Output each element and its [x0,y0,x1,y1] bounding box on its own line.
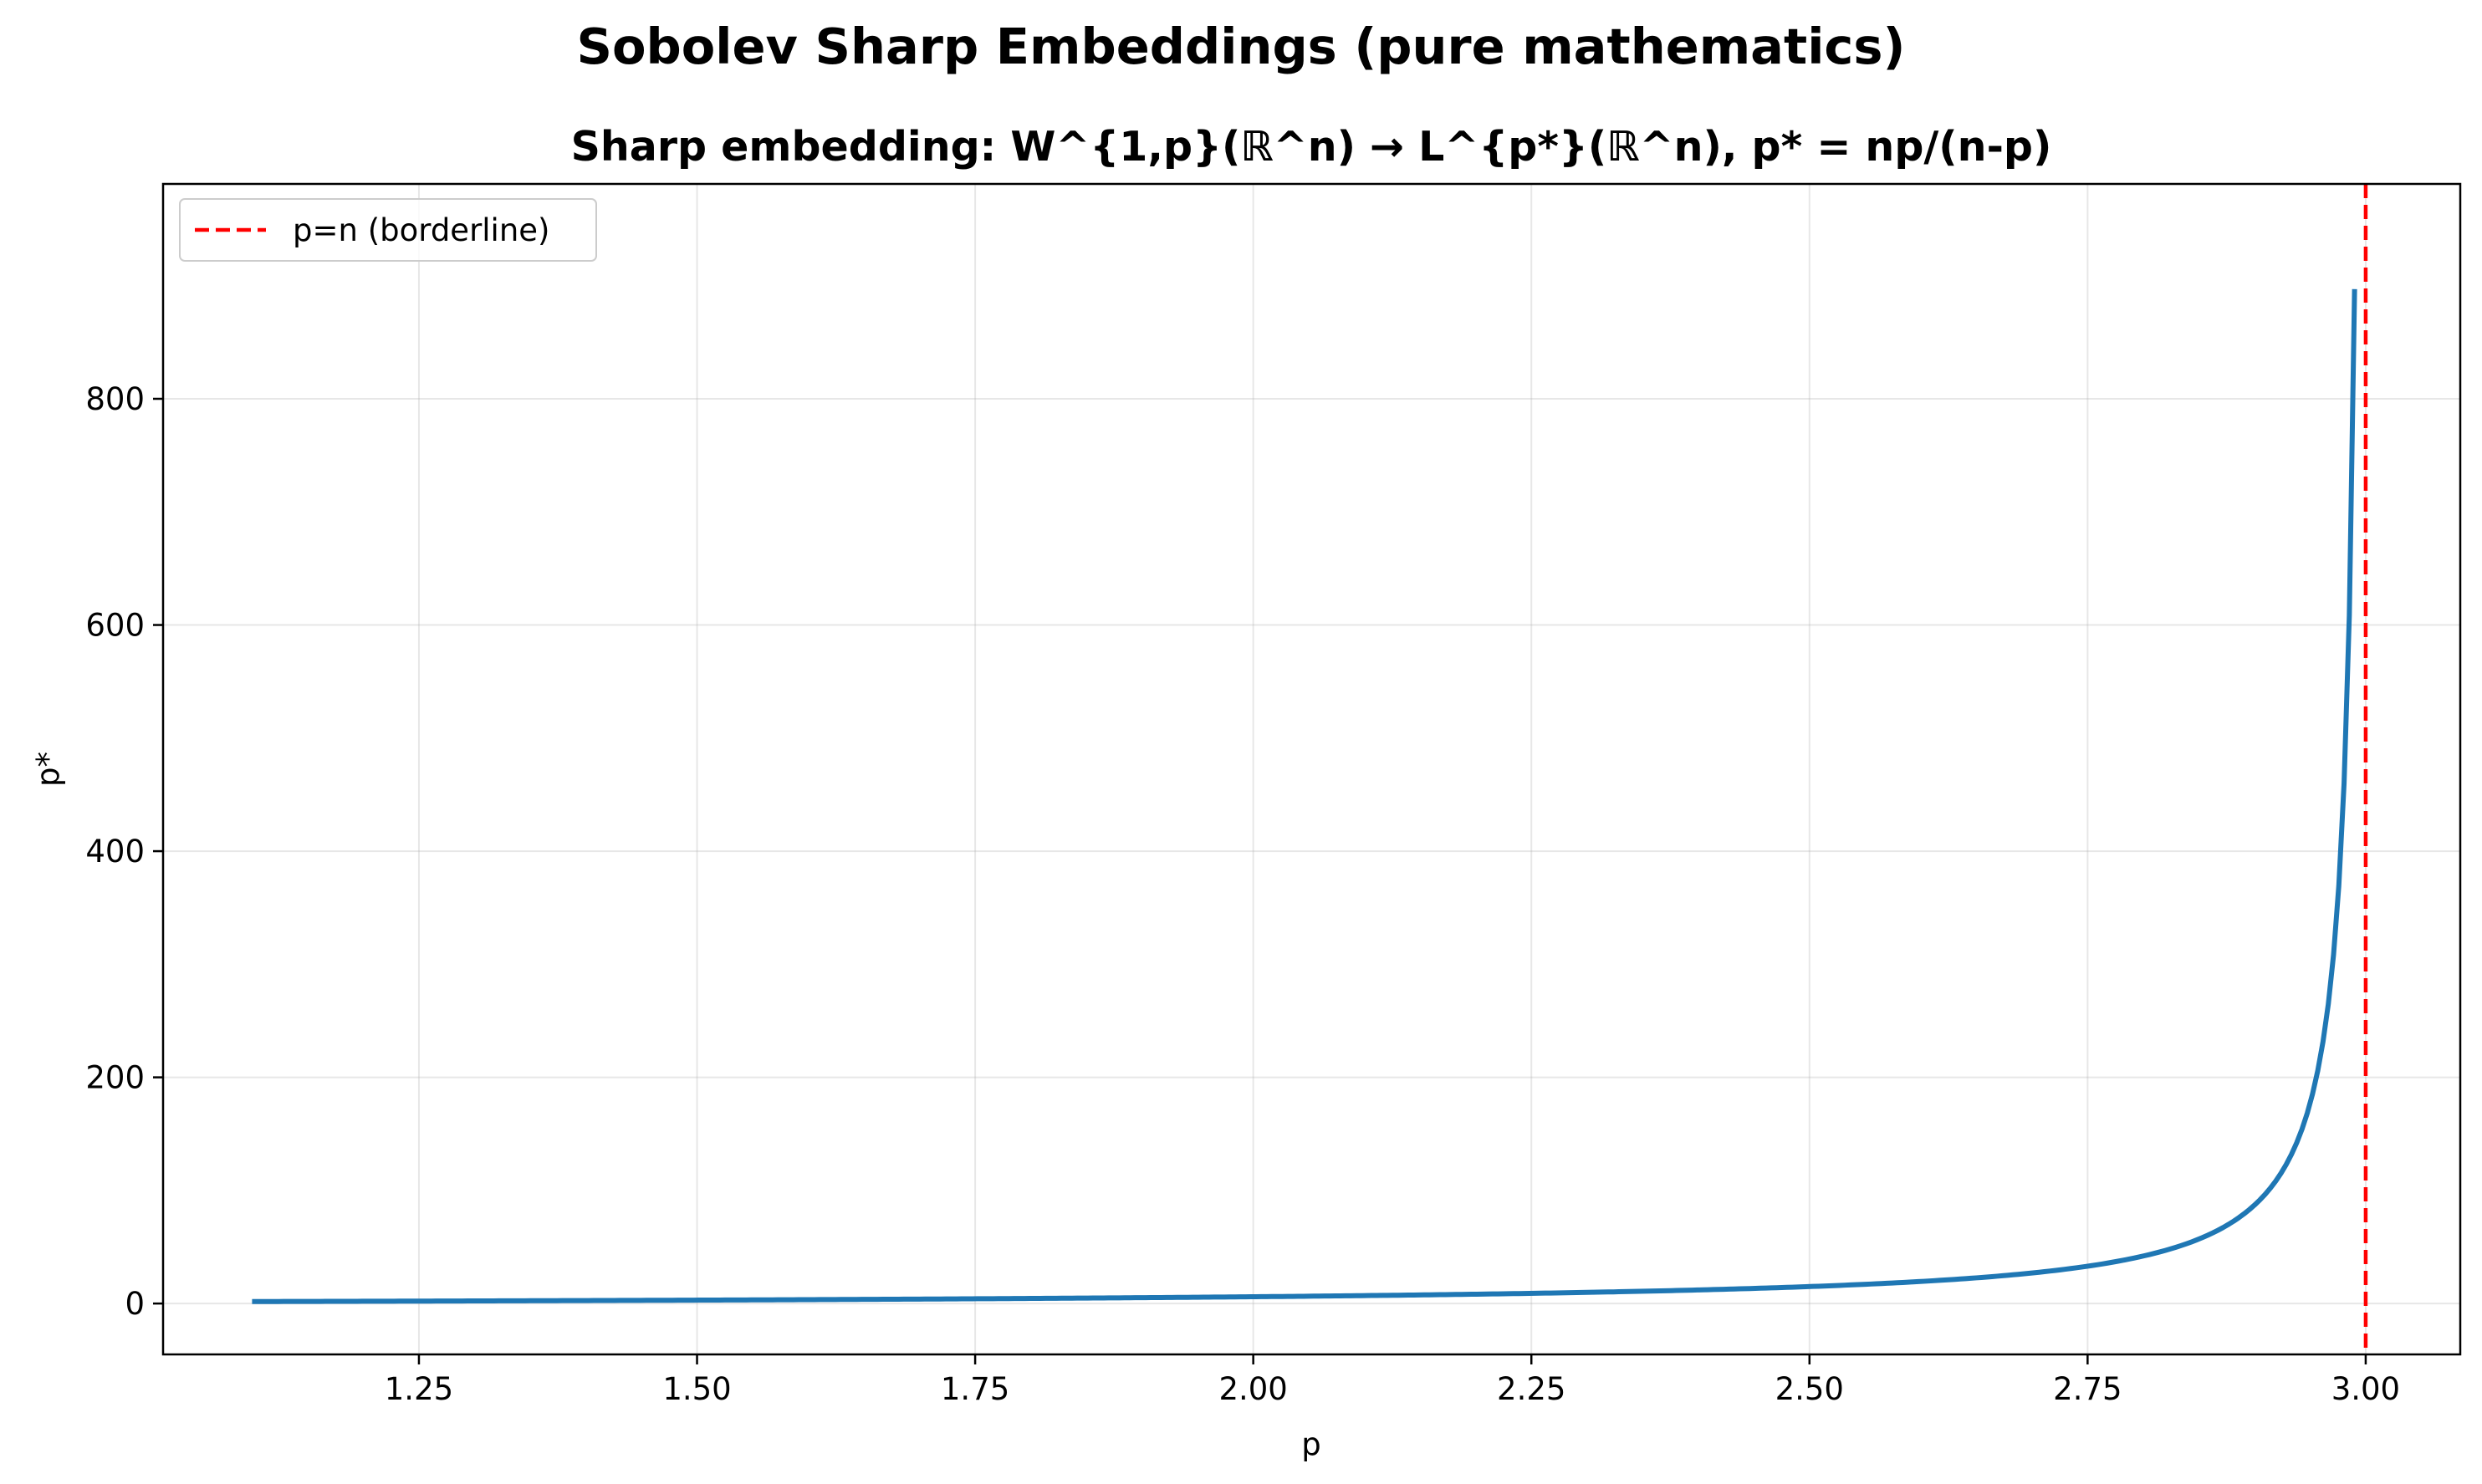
x-axis-ticks: 1.25 1.50 1.75 2.00 2.25 2.50 2.75 3.00 [385,1354,2400,1407]
x-tick-label: 2.00 [1218,1371,1287,1407]
axes-frame [161,182,2462,1356]
x-axis-label: p [1301,1426,1321,1462]
y-tick-label: 200 [85,1060,145,1096]
y-axis-label: p* [30,752,66,787]
y-tick-label: 0 [125,1286,145,1322]
x-tick-label: 1.50 [662,1371,731,1407]
x-tick-label: 1.75 [941,1371,1009,1407]
axes-title: Sharp embedding: W^{1,p}(ℝ^n) → L^{p*}(ℝ… [571,123,2052,171]
plot-area [252,184,2368,1354]
legend-box [179,198,597,262]
y-axis-ticks: 0 200 400 600 800 [85,381,163,1322]
x-tick-label: 2.75 [2053,1371,2122,1407]
legend: p=n (borderline) [179,198,597,262]
y-tick-label: 800 [85,381,145,417]
y-tick-label: 400 [85,834,145,869]
x-tick-label: 2.50 [1775,1371,1844,1407]
y-tick-label: 600 [85,608,145,644]
figure-suptitle: Sobolev Sharp Embeddings (pure mathemati… [577,18,1906,75]
x-tick-label: 1.25 [385,1371,453,1407]
series-line-pstar [252,288,2357,1304]
legend-label-borderline: p=n (borderline) [293,212,550,248]
x-tick-label: 3.00 [2331,1371,2400,1407]
x-tick-label: 2.25 [1497,1371,1565,1407]
